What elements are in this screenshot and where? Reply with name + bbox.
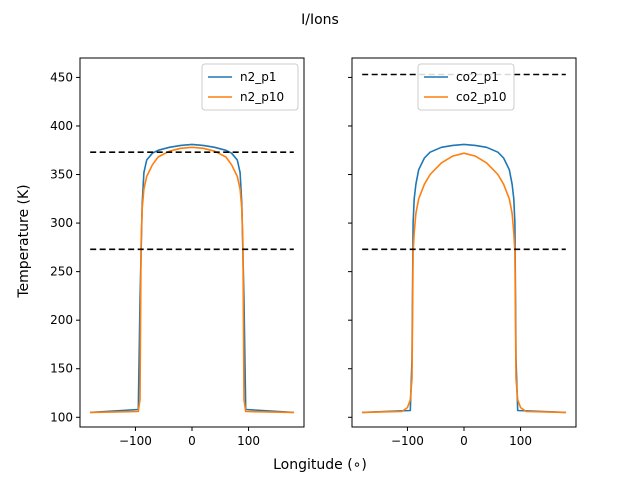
axes-frame xyxy=(351,57,577,428)
legend-label: n2_p1 xyxy=(240,70,277,84)
y-axis-label: Temperature (K) xyxy=(16,184,32,298)
y-tick-label: 200 xyxy=(50,313,73,327)
series-line-n2_p10 xyxy=(90,146,294,414)
x-tick-label: −100 xyxy=(391,434,424,448)
x-axis-label: Longitude (∘) xyxy=(273,457,367,473)
series-line-n2_p1 xyxy=(90,143,294,414)
axes-frame xyxy=(79,57,305,428)
series-line-co2_p10 xyxy=(362,152,566,414)
legend-label: co2_p1 xyxy=(456,70,499,84)
x-tick-label: 100 xyxy=(237,434,260,448)
legend-box xyxy=(417,63,515,111)
legend: co2_p1 co2_p10 xyxy=(417,63,515,111)
legend: n2_p1 n2_p10 xyxy=(201,63,299,111)
legend-label: n2_p10 xyxy=(240,90,284,104)
y-tick-label: 400 xyxy=(50,119,73,133)
x-tick-label: 0 xyxy=(460,434,468,448)
y-tick-label: 150 xyxy=(50,362,73,376)
figure-suptitle: I/Ions xyxy=(301,12,339,28)
right-panel-co2: −100 0 100 co2_p1 co2_p10 xyxy=(348,57,577,448)
y-tick-label: 450 xyxy=(50,70,73,84)
x-tick-label: 0 xyxy=(188,434,196,448)
y-tick-label: 250 xyxy=(50,265,73,279)
x-tick-label: −100 xyxy=(119,434,152,448)
y-tick-label: 100 xyxy=(50,410,73,424)
legend-box xyxy=(201,63,299,111)
y-tick-label: 300 xyxy=(50,216,73,230)
series-line-co2_p1 xyxy=(362,143,566,414)
x-tick-label: 100 xyxy=(509,434,532,448)
legend-label: co2_p10 xyxy=(456,90,506,104)
y-tick-label: 350 xyxy=(50,168,73,182)
